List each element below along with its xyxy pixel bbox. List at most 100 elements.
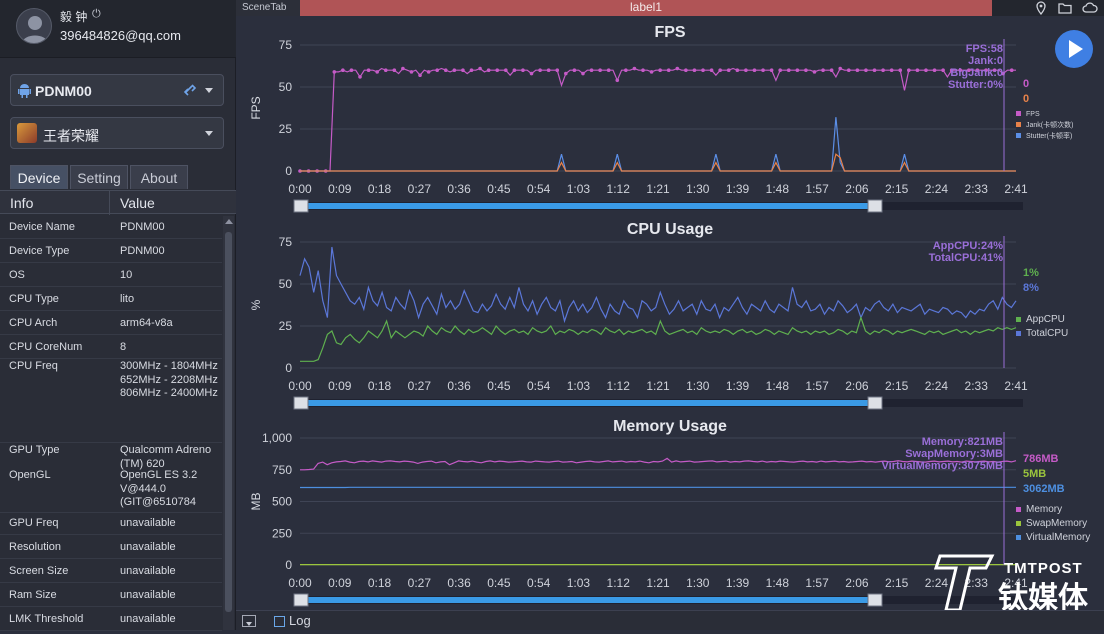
data-point — [555, 68, 559, 72]
data-point — [504, 68, 508, 72]
legend-label: Stutter(卡顿率) — [1026, 131, 1072, 140]
data-point — [633, 67, 637, 71]
user-name: 毅 钟 — [60, 8, 87, 25]
data-point — [761, 68, 765, 72]
row-key: Device Type — [9, 245, 69, 257]
current-value: 8% — [1023, 282, 1039, 294]
scrollbar-thumb[interactable] — [225, 232, 232, 612]
x-tick-label: 1:39 — [726, 182, 750, 196]
row-key: CPU CoreNum — [9, 341, 82, 353]
row-value: 8 — [120, 341, 218, 355]
wireless-link-icon[interactable] — [183, 83, 197, 102]
log-checkbox[interactable] — [274, 616, 285, 627]
app-select[interactable]: 王者荣耀 — [10, 117, 224, 149]
data-point — [538, 68, 542, 72]
x-tick-label: 0:54 — [527, 379, 551, 393]
current-value: 1% — [1023, 267, 1039, 279]
location-icon[interactable] — [1034, 1, 1048, 15]
data-point — [667, 68, 671, 72]
user-panel: 毅 钟 ⏻ 396484826@qq.com — [0, 0, 236, 58]
x-tick-label: 2:06 — [845, 576, 869, 590]
data-point — [615, 78, 619, 82]
x-tick-label: 1:12 — [607, 182, 631, 196]
row-key: LMK Threshold — [9, 613, 83, 625]
timeline-handle-start — [294, 594, 308, 606]
row-value: 300MHz - 1804MHz 652MHz - 2208MHz 806MHz… — [120, 360, 218, 401]
data-point — [461, 68, 465, 72]
tab-device[interactable]: Device — [10, 165, 68, 189]
tab-about[interactable]: About — [130, 165, 188, 189]
timeline-range — [300, 597, 878, 603]
play-button[interactable] — [1055, 30, 1093, 68]
timeline-range — [300, 400, 878, 406]
data-point — [684, 68, 688, 72]
data-point — [521, 68, 525, 72]
table-scrollbar[interactable] — [223, 216, 234, 630]
avatar[interactable] — [16, 8, 52, 44]
label-bar[interactable]: label1 — [300, 0, 992, 16]
row-value: unavailable — [120, 541, 218, 555]
row-value: OpenGL ES 3.2 V@444.0 (GIT@6510784 — [120, 469, 218, 510]
logout-icon[interactable]: ⏻ — [92, 8, 101, 21]
timeline-handle-end — [868, 200, 882, 212]
current-value: 0 — [1023, 93, 1029, 105]
data-point — [418, 73, 422, 77]
data-point — [907, 68, 911, 72]
data-point — [530, 72, 534, 76]
device-select[interactable]: PDNM00 — [10, 74, 224, 106]
y-tick-label: 0 — [285, 164, 292, 178]
row-value: unavailable — [120, 565, 218, 579]
x-tick-label: 2:41 — [1004, 379, 1028, 393]
marker-readout: TotalCPU:41% — [929, 252, 1004, 264]
scroll-up-icon[interactable] — [225, 219, 233, 224]
legend-label: Jank(卡顿次数) — [1026, 120, 1073, 129]
data-point — [332, 70, 336, 74]
timeline-handle-end — [868, 397, 882, 409]
x-tick-label: 0:09 — [328, 182, 352, 196]
timeline-handle-end — [868, 594, 882, 606]
data-point — [410, 70, 414, 74]
series-line-stutter — [300, 117, 1016, 171]
tab-setting[interactable]: Setting — [70, 165, 128, 189]
x-tick-label: 0:45 — [487, 576, 511, 590]
row-key: Device Name — [9, 221, 75, 233]
cloud-icon[interactable] — [1082, 1, 1096, 15]
bottom-bar: Log — [236, 610, 1104, 630]
x-tick-label: 1:57 — [805, 576, 829, 590]
data-point — [898, 68, 902, 72]
data-point — [358, 75, 362, 79]
top-bar: SceneTab label1 — [236, 0, 1104, 16]
data-point — [658, 68, 662, 72]
marker-readout: Memory:821MB — [922, 436, 1003, 448]
scene-tab[interactable]: SceneTab — [236, 0, 300, 16]
data-point — [341, 68, 345, 72]
marker-readout: VirtualMemory:3075MB — [882, 460, 1004, 472]
game-icon — [17, 123, 37, 143]
data-point — [478, 67, 482, 71]
data-point — [941, 68, 945, 72]
device-select-label: PDNM00 — [35, 83, 92, 99]
y-tick-label: 25 — [279, 319, 293, 333]
marker-readout: Stutter:0% — [948, 79, 1003, 91]
x-tick-label: 0:18 — [368, 182, 392, 196]
row-key: Ram Size — [9, 589, 57, 601]
watermark-text: TMTPOST — [1004, 560, 1083, 577]
y-tick-label: 0 — [285, 558, 292, 572]
data-point — [890, 68, 894, 72]
x-tick-label: 1:03 — [567, 182, 591, 196]
sidebar: 毅 钟 ⏻ 396484826@qq.com PDNM00 王者荣耀 Devic… — [0, 0, 236, 630]
watermark-logo: TMTPOST 钛媒体 — [934, 548, 1104, 618]
data-point — [607, 68, 611, 72]
android-icon — [18, 83, 31, 103]
collapse-icon[interactable] — [242, 615, 256, 627]
folder-icon[interactable] — [1058, 1, 1072, 15]
data-point — [547, 68, 551, 72]
x-tick-label: 1:12 — [607, 379, 631, 393]
y-axis-label: FPS — [249, 96, 263, 119]
